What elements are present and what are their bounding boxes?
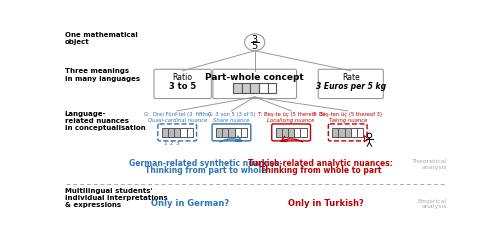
Bar	[344, 128, 351, 137]
Bar	[357, 128, 363, 137]
Text: One mathematical
object: One mathematical object	[65, 32, 138, 45]
Text: German-related synthetic nuances:: German-related synthetic nuances:	[130, 159, 282, 168]
Text: Language-
related nuances
in conceptualisation: Language- related nuances in conceptuali…	[65, 111, 146, 131]
Text: Turkish-related analytic nuances:: Turkish-related analytic nuances:	[248, 159, 393, 168]
Text: 3: 3	[252, 34, 258, 44]
Bar	[242, 83, 250, 93]
Bar	[300, 128, 306, 137]
FancyBboxPatch shape	[154, 69, 212, 98]
Bar	[259, 83, 268, 93]
Bar	[268, 83, 276, 93]
Text: Three meanings
in many languages: Three meanings in many languages	[65, 68, 140, 82]
Text: Ratio: Ratio	[172, 73, 193, 82]
Bar	[180, 128, 186, 137]
Text: Multilingual students'
individual interpretations
& expressions: Multilingual students' individual interp…	[65, 188, 168, 208]
Bar	[234, 128, 241, 137]
Text: Only in German?: Only in German?	[152, 199, 230, 208]
Text: 2: 2	[169, 141, 173, 146]
Text: Share nuance: Share nuance	[213, 118, 250, 123]
Text: 3 Euros per 5 kg: 3 Euros per 5 kg	[316, 82, 386, 92]
FancyBboxPatch shape	[328, 124, 367, 141]
Text: 3 to 5: 3 to 5	[169, 82, 196, 92]
Bar	[216, 128, 222, 137]
Text: Empirical
analysis: Empirical analysis	[418, 199, 447, 209]
Bar	[332, 128, 338, 137]
Text: Thinking from whole to part: Thinking from whole to part	[260, 166, 382, 175]
Text: Only in Turkish?: Only in Turkish?	[288, 199, 364, 208]
Bar	[276, 128, 282, 137]
Bar	[294, 128, 300, 137]
Text: Rate: Rate	[342, 73, 359, 82]
Bar	[222, 128, 228, 137]
Text: Theoretical
analysis: Theoretical analysis	[412, 159, 447, 170]
FancyBboxPatch shape	[272, 124, 310, 141]
Text: Thinking from part to whole: Thinking from part to whole	[145, 166, 266, 175]
Bar	[233, 83, 241, 93]
Text: Quasi-cardinal nuance: Quasi-cardinal nuance	[148, 118, 207, 123]
Text: G: 3 von 5 (3 of 5): G: 3 von 5 (3 of 5)	[208, 112, 256, 117]
Ellipse shape	[244, 34, 265, 51]
Bar	[250, 83, 259, 93]
FancyBboxPatch shape	[318, 69, 384, 98]
Bar	[174, 128, 180, 137]
Bar	[288, 128, 294, 137]
Text: Taking nuance: Taking nuance	[328, 118, 367, 123]
Text: 1: 1	[163, 141, 166, 146]
Text: 3: 3	[176, 141, 179, 146]
Text: Localising nuance: Localising nuance	[268, 118, 315, 123]
FancyBboxPatch shape	[158, 124, 196, 141]
Bar	[168, 128, 174, 137]
Bar	[162, 128, 168, 137]
Bar	[228, 128, 234, 137]
Text: 5: 5	[252, 41, 258, 51]
Bar	[351, 128, 357, 137]
Bar	[186, 128, 192, 137]
Text: T: Beş-ten üç (5 thereof 3): T: Beş-ten üç (5 thereof 3)	[313, 112, 382, 117]
Bar	[282, 128, 288, 137]
FancyBboxPatch shape	[212, 124, 251, 141]
Text: T: Beş-te üç (5 therein  3): T: Beş-te üç (5 therein 3)	[258, 112, 324, 117]
Text: G:  Drei Fünf-tel (3  fifths): G: Drei Fünf-tel (3 fifths)	[144, 112, 211, 117]
Bar	[241, 128, 247, 137]
FancyBboxPatch shape	[213, 69, 296, 98]
Text: Part-whole concept: Part-whole concept	[206, 73, 304, 82]
Bar	[338, 128, 344, 137]
